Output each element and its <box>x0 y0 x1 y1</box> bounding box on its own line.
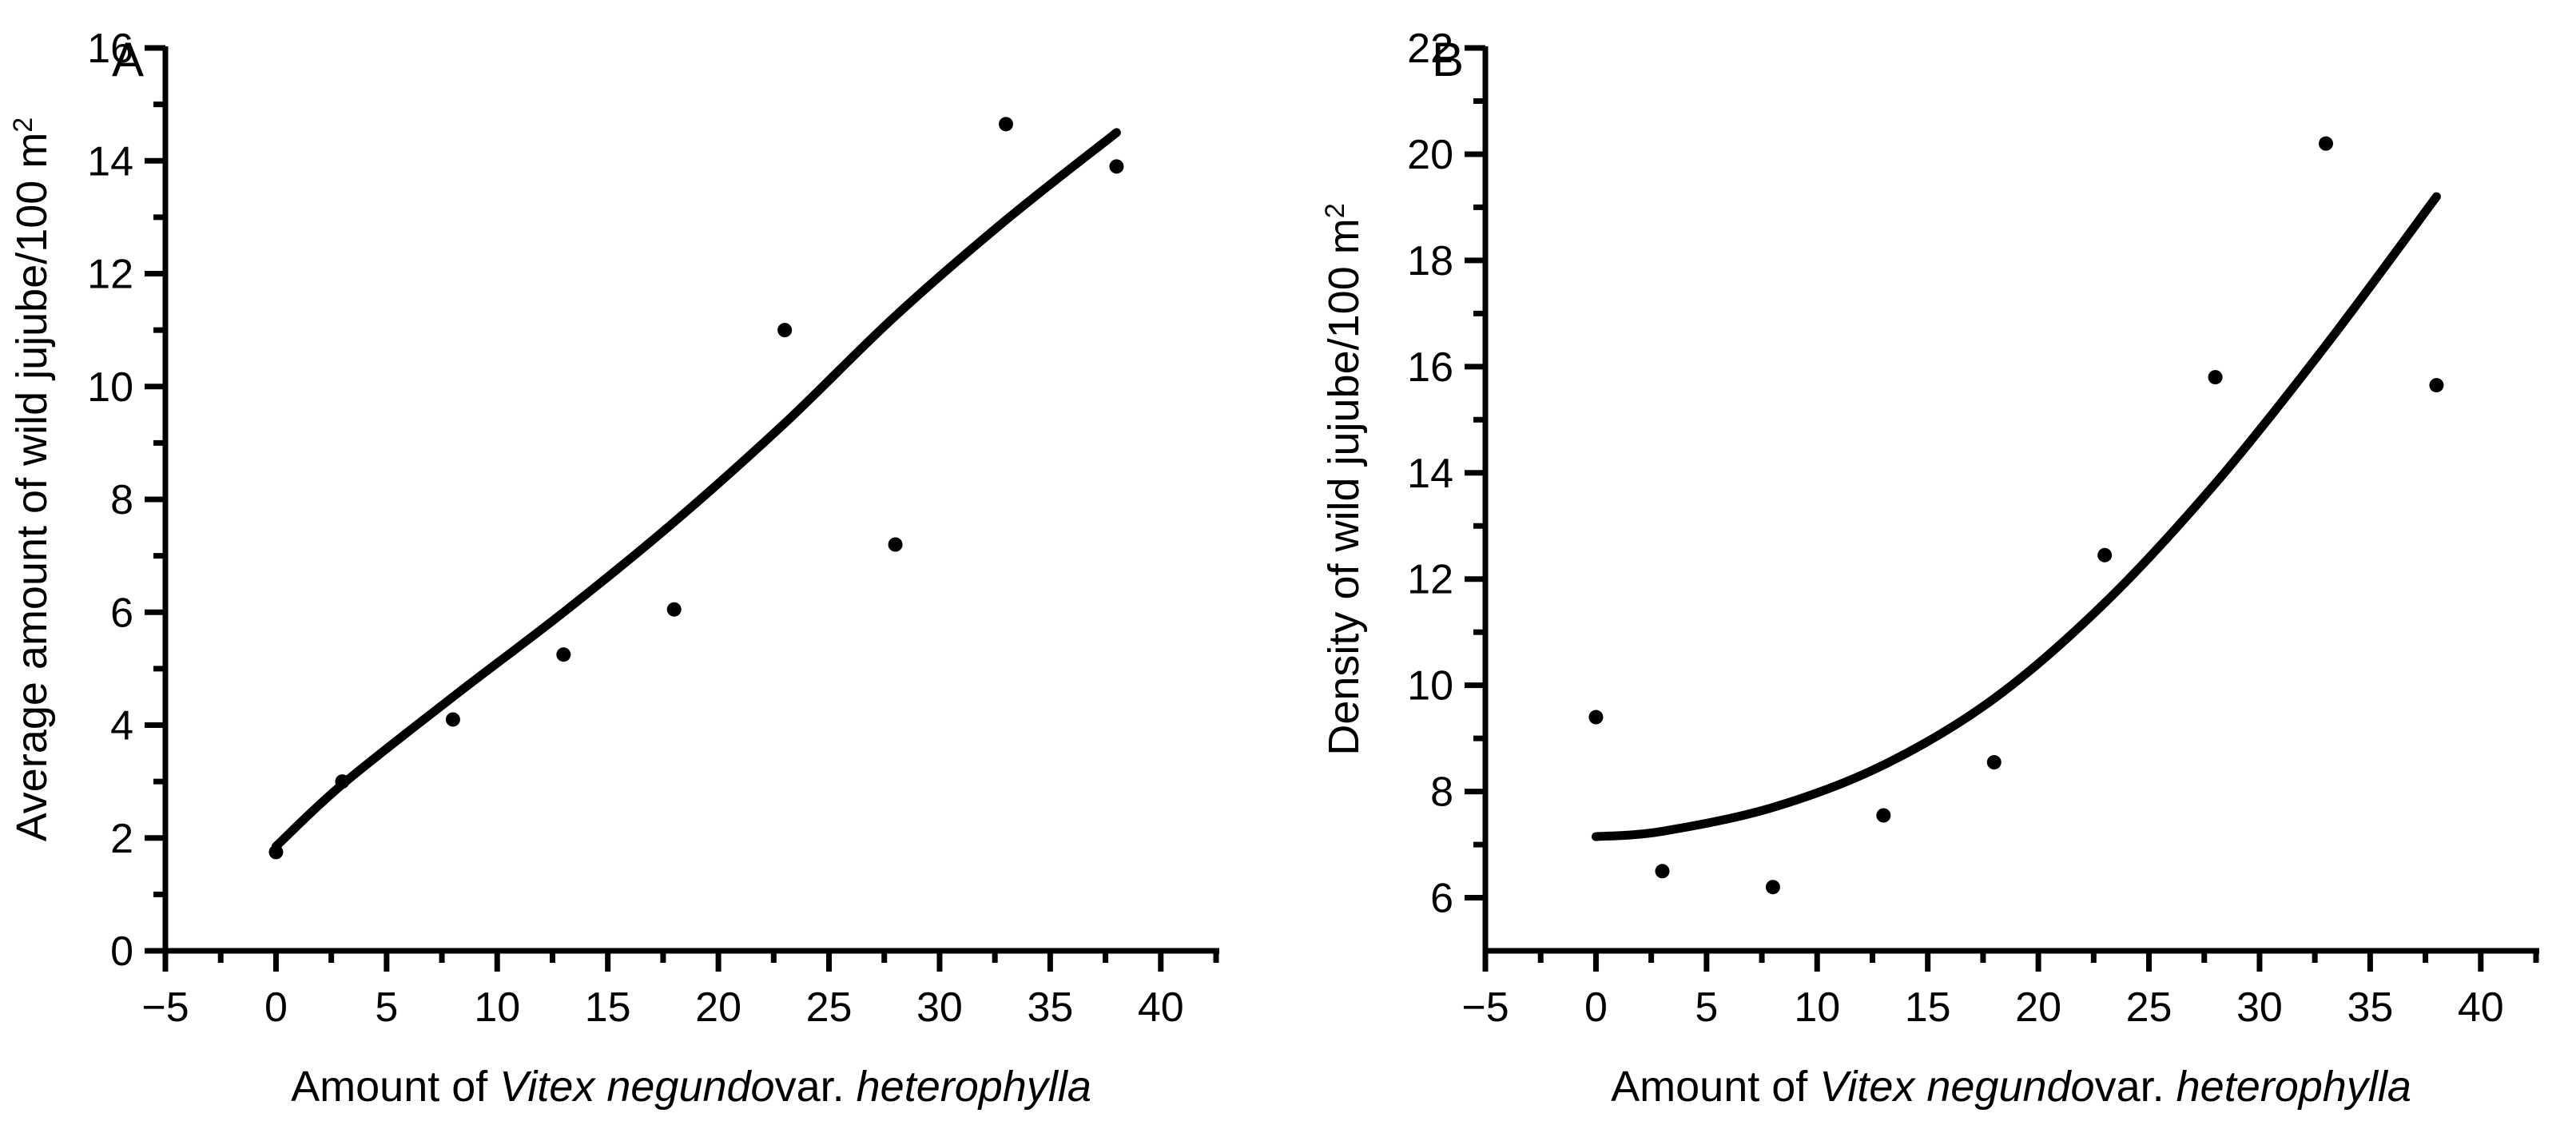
b-data-point <box>2097 547 2113 563</box>
b-y-tick-label: 22 <box>1407 26 1453 72</box>
a-y-tick-label: 4 <box>110 703 133 749</box>
panel-a-letter: A <box>112 33 144 86</box>
panel-b-y-axis-title: Density of wild jujube/100 m2 <box>1320 203 1368 755</box>
a-x-tick-label: 25 <box>806 984 853 1031</box>
panel-b-axes <box>1482 46 2539 954</box>
a-x-tick-label: −5 <box>141 984 189 1031</box>
b-y-tick-label: 20 <box>1407 132 1453 178</box>
a-y-tick-label: 14 <box>87 138 133 185</box>
a-x-tick-label: 0 <box>264 984 288 1031</box>
panel-b-ticks <box>1465 45 2539 972</box>
panel-b-tick-labels: 6 8 10 12 14 16 18 20 22 −5 0 5 10 15 20 25 30 35 40 <box>1407 26 2504 1031</box>
panel-b-fit-curve <box>1591 192 2441 841</box>
b-x-tick-label: 35 <box>2347 984 2393 1031</box>
b-y-tick-label: 16 <box>1407 344 1453 391</box>
b-y-tick-label: 12 <box>1407 557 1453 603</box>
b-x-tick-label: −5 <box>1461 984 1509 1031</box>
a-data-point <box>888 537 903 552</box>
b-x-tick-label: 30 <box>2236 984 2283 1031</box>
a-y-tick-label: 2 <box>110 816 133 862</box>
a-x-tick-label: 35 <box>1027 984 1073 1031</box>
a-data-point <box>335 774 350 789</box>
a-y-tick-label: 16 <box>87 26 133 72</box>
a-x-tick-label: 10 <box>474 984 520 1031</box>
a-data-point <box>1109 159 1124 174</box>
a-x-tick-label: 40 <box>1138 984 1184 1031</box>
a-y-tick-label: 0 <box>110 928 133 975</box>
b-x-tick-label: 0 <box>1584 984 1608 1031</box>
b-y-tick-label: 18 <box>1407 238 1453 284</box>
a-x-tick-label: 30 <box>916 984 963 1031</box>
b-x-tick-label: 40 <box>2458 984 2504 1031</box>
panel-b-x-axis-title: Amount of Vitex negundovar. heterophylla <box>1611 1063 2411 1111</box>
b-x-tick-label: 15 <box>1905 984 1951 1031</box>
a-trend-line <box>271 128 1121 851</box>
panel-a-fit-curve <box>271 128 1121 851</box>
b-x-tick-label: 25 <box>2126 984 2173 1031</box>
a-x-tick-label: 15 <box>585 984 631 1031</box>
b-x-tick-label: 20 <box>2015 984 2061 1031</box>
b-data-point <box>1986 755 2002 770</box>
a-y-tick-label: 12 <box>87 252 133 298</box>
a-data-point <box>777 323 793 338</box>
a-x-tick-label: 20 <box>695 984 741 1031</box>
a-y-tick-label: 6 <box>110 590 133 636</box>
b-x-tick-label: 5 <box>1695 984 1718 1031</box>
b-data-point <box>1765 880 1780 895</box>
panel-b-svg: 6 8 10 12 14 16 18 20 22 −5 0 5 10 15 20 25 30 35 40 B Den… <box>1320 26 2539 1111</box>
a-data-point <box>999 117 1013 132</box>
a-y-tick-label: 8 <box>110 477 133 523</box>
b-data-point <box>2429 378 2444 393</box>
a-y-tick-label: 10 <box>87 364 133 411</box>
panel-b-letter: B <box>1432 33 1464 86</box>
panel-a-y-axis-title: Average amount of wild jujube/100 m2 <box>8 117 56 841</box>
panel-b-data-points <box>1588 136 2444 895</box>
b-x-tick-label: 10 <box>1794 984 1840 1031</box>
b-data-point <box>1655 864 1670 879</box>
b-data-point <box>1588 710 1604 725</box>
b-data-point <box>2319 136 2333 151</box>
b-data-point <box>2208 370 2223 385</box>
panel-a-x-axis-title: Amount of Vitex negundovar. heterophylla <box>291 1063 1091 1111</box>
b-y-tick-label: 8 <box>1430 769 1453 816</box>
panel-a-data-points <box>268 117 1124 860</box>
a-x-tick-label: 5 <box>375 984 398 1031</box>
b-y-tick-label: 10 <box>1407 663 1453 710</box>
b-y-tick-label: 14 <box>1407 451 1453 497</box>
a-data-point <box>556 647 571 662</box>
panel-a-ticks <box>145 45 1219 972</box>
a-data-point <box>445 712 460 727</box>
b-trend-line <box>1591 192 2441 841</box>
panel-b: 6 8 10 12 14 16 18 20 22 −5 0 5 10 15 20 25 30 35 40 B Den… <box>1288 0 2576 1137</box>
b-data-point <box>1876 808 1891 823</box>
a-data-point <box>666 602 682 617</box>
a-data-point <box>268 845 284 860</box>
panel-a-axes <box>162 46 1219 954</box>
panel-a: 0 2 4 6 8 10 12 14 16 −5 0 5 10 15 20 25 30 35 40 A Averag… <box>8 26 1219 1111</box>
b-y-tick-label: 6 <box>1430 876 1453 922</box>
